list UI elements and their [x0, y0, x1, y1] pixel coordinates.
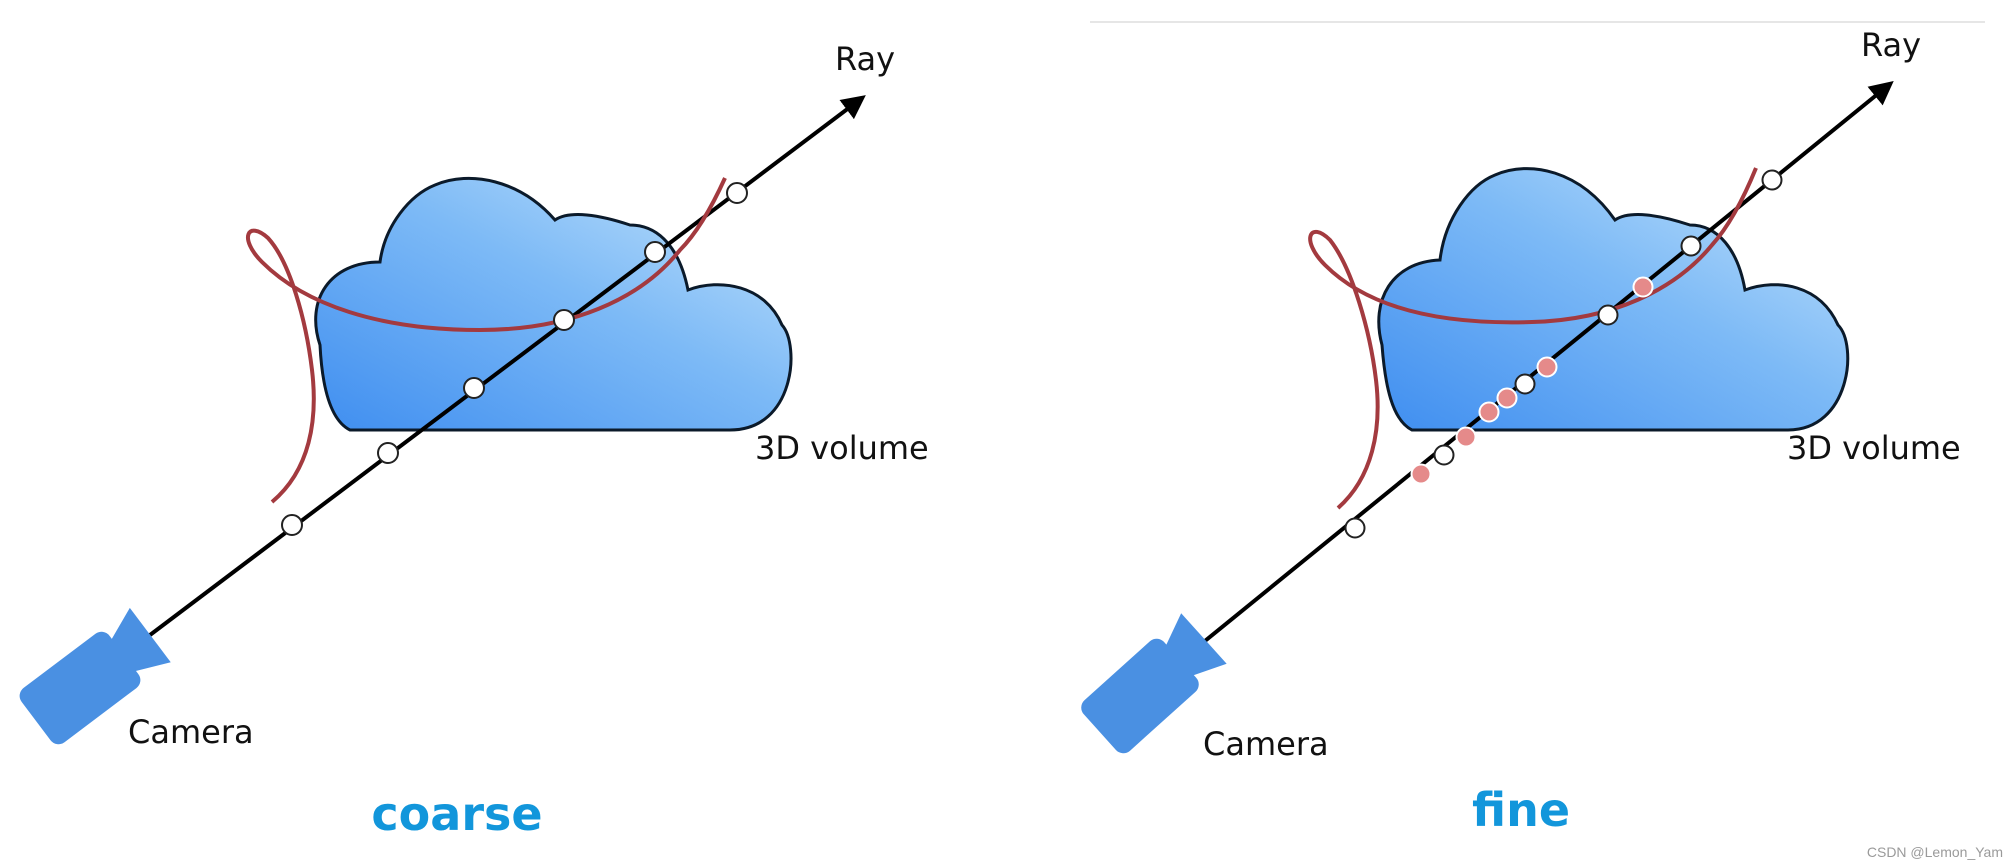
fine-sample-point-fine [1496, 387, 1518, 409]
fine-ray-label: Ray [1861, 26, 1921, 64]
watermark-text: CSDN @Lemon_Yam [1867, 844, 2003, 860]
coarse-camera-label: Camera [128, 713, 254, 751]
fine-sample-point-coarse [1597, 304, 1619, 326]
coarse-sample-point [726, 182, 748, 204]
fine-sample-point-fine [1536, 356, 1558, 378]
coarse-panel: Ray 3D volume Camera coarse [19, 40, 929, 841]
fine-volume-label: 3D volume [1787, 429, 1961, 467]
coarse-ray-label: Ray [835, 40, 895, 78]
fine-sample-point-fine [1455, 426, 1477, 448]
fine-camera-icon [1081, 613, 1227, 754]
coarse-caption: coarse [371, 787, 542, 841]
coarse-volume-label: 3D volume [755, 429, 929, 467]
coarse-sample-point [281, 514, 303, 536]
coarse-sample-point [644, 241, 666, 263]
fine-sample-point-coarse [1514, 373, 1536, 395]
fine-sample-point-coarse [1680, 235, 1702, 257]
coarse-sample-point [553, 309, 575, 331]
fine-sample-point-fine [1632, 276, 1654, 298]
fine-sample-point-coarse [1761, 169, 1783, 191]
coarse-cloud-volume [314, 177, 793, 432]
fine-camera-label: Camera [1203, 725, 1329, 763]
coarse-camera-icon [19, 607, 171, 745]
fine-sample-point-fine [1410, 463, 1432, 485]
coarse-sample-point [377, 442, 399, 464]
coarse-sample-points [281, 182, 748, 536]
fine-sample-point-coarse [1344, 517, 1366, 539]
fine-sample-point-coarse [1433, 444, 1455, 466]
coarse-sample-point [463, 377, 485, 399]
fine-sample-points [1344, 169, 1783, 539]
fine-density-curve [1308, 167, 1758, 510]
fine-cloud-volume [1377, 167, 1850, 432]
fine-panel: Ray 3D volume Camera fine [1081, 26, 1961, 837]
fine-caption: fine [1472, 783, 1570, 837]
coarse-density-curve [246, 177, 727, 504]
fine-sample-point-fine [1478, 401, 1500, 423]
